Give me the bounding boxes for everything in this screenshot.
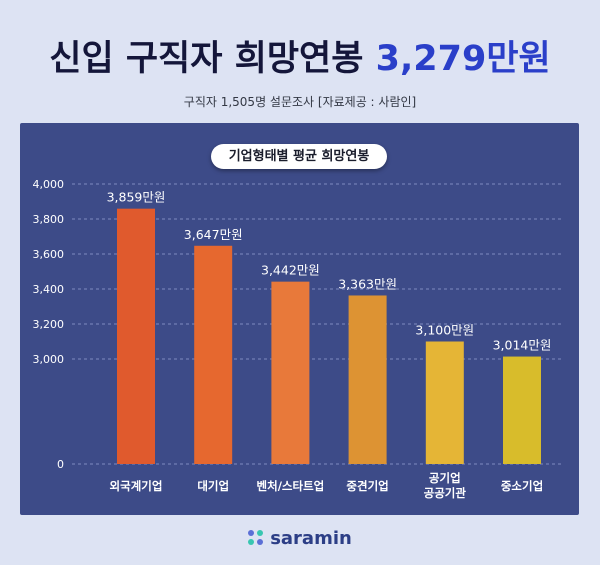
data-label: 3,859만원	[107, 190, 166, 205]
x-tick-label: 벤처/스타트업	[257, 479, 325, 493]
bar	[194, 245, 233, 464]
y-tick-label: 3,400	[33, 283, 65, 296]
headline-highlight: 3,279만원	[375, 39, 551, 79]
survey-source: 구직자 1,505명 설문조사 [자료제공 : 사람인]	[183, 95, 417, 109]
x-tick-label: 중견기업	[346, 479, 388, 493]
bar-chart: 0 3,000 3,200 3,400 3,600 3,800 4,000 3,859만원외국…	[33, 178, 561, 500]
y-tick-label: 3,600	[33, 248, 65, 261]
data-label: 3,100만원	[415, 323, 474, 338]
y-tick-label: 0	[57, 458, 64, 471]
y-tick-label: 4,000	[33, 178, 65, 191]
bar	[271, 281, 310, 464]
data-label: 3,363만원	[338, 276, 397, 291]
brand-logo: saramin	[0, 528, 600, 549]
data-label: 3,647만원	[184, 227, 243, 242]
bar	[503, 356, 541, 464]
headline-main: 신입 구직자 희망연봉	[49, 39, 364, 79]
x-tick-label: 외국계기업	[110, 479, 163, 493]
data-label: 3,442만원	[261, 263, 320, 278]
chart-title: 기업형태별 평균 희망연봉	[211, 144, 387, 169]
saramin-logo-icon	[248, 530, 264, 546]
x-tick-label: 중소기업	[501, 479, 543, 493]
y-tick-label: 3,800	[33, 213, 65, 226]
y-tick-label: 3,000	[33, 353, 65, 366]
headline: 신입 구직자 희망연봉 3,279만원	[0, 30, 600, 81]
bar	[117, 208, 155, 464]
brand-name: saramin	[270, 528, 352, 549]
x-tick-label: 공기업 공공기관	[424, 471, 467, 500]
bar	[348, 295, 387, 464]
y-tick-label: 3,200	[33, 318, 65, 331]
x-tick-label: 대기업	[197, 479, 229, 493]
bar	[425, 341, 464, 464]
data-label: 3,014만원	[493, 338, 552, 353]
